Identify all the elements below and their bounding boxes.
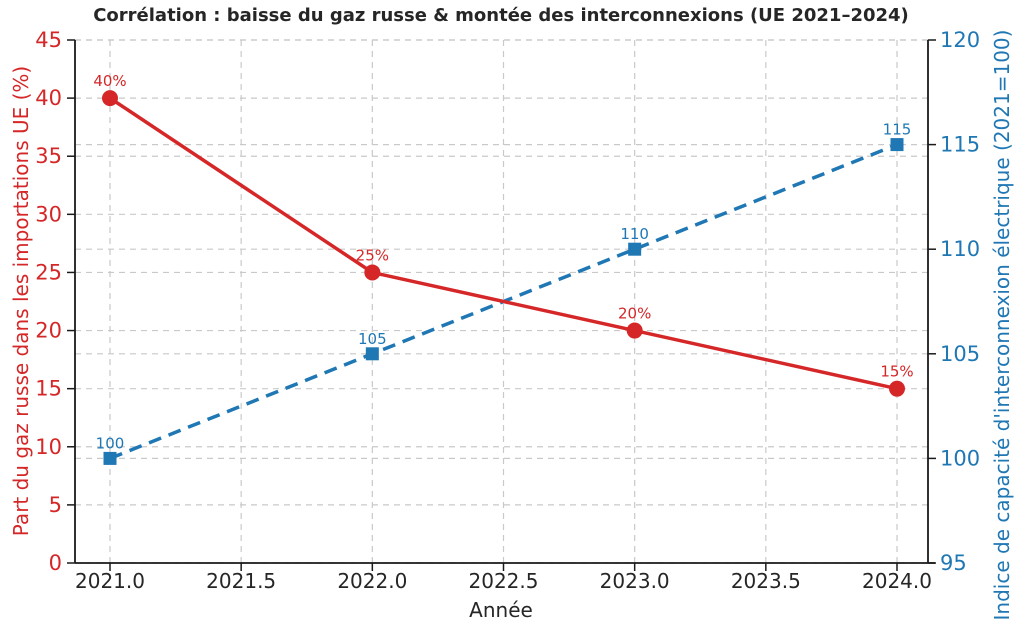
left-tick-label: 30 — [35, 202, 62, 226]
x-tick-label: 2022.5 — [469, 569, 539, 593]
x-tick-label: 2024.0 — [862, 569, 932, 593]
right-tick-label: 105 — [940, 342, 980, 366]
data-point-label: 40% — [93, 72, 126, 90]
data-point-marker — [364, 264, 381, 281]
data-point-marker — [626, 322, 643, 339]
data-point-marker — [102, 90, 118, 107]
data-point-label: 100 — [96, 434, 125, 452]
left-axis-label: Part du gaz russe dans les importations … — [9, 65, 33, 537]
right-axis-label: Indice de capacité d'interconnexion élec… — [990, 29, 1014, 621]
x-tick-label: 2022.0 — [337, 569, 407, 593]
left-tick-label: 10 — [35, 435, 62, 459]
data-point-label: 115 — [883, 121, 912, 139]
left-tick-label: 25 — [35, 260, 62, 284]
x-tick-label: 2023.0 — [600, 569, 670, 593]
x-tick-label: 2023.5 — [731, 569, 801, 593]
left-tick-label: 0 — [49, 551, 62, 575]
data-point-marker — [889, 380, 905, 397]
left-tick-label: 45 — [35, 28, 62, 52]
left-tick-label: 40 — [35, 86, 62, 110]
data-point-label: 25% — [356, 246, 389, 264]
x-tick-label: 2021.5 — [206, 569, 276, 593]
right-tick-label: 120 — [940, 28, 980, 52]
chart-title: Corrélation : baisse du gaz russe & mont… — [93, 5, 909, 26]
right-tick-label: 95 — [940, 551, 967, 575]
series-line — [109, 96, 898, 391]
right-tick-label: 100 — [940, 446, 980, 470]
right-tick-label: 110 — [940, 237, 980, 261]
data-point-label: 110 — [620, 225, 649, 243]
data-point-marker — [103, 451, 117, 465]
right-tick-label: 115 — [940, 133, 980, 157]
x-tick-label: 2021.0 — [75, 569, 145, 593]
data-point-label: 20% — [618, 305, 651, 323]
left-tick-label: 5 — [49, 493, 62, 517]
left-tick-label: 35 — [35, 144, 62, 168]
data-point-label: 15% — [880, 363, 913, 381]
x-axis-label: Année — [469, 598, 533, 622]
left-tick-label: 20 — [35, 319, 62, 343]
data-point-label: 105 — [358, 330, 387, 348]
left-tick-label: 15 — [35, 377, 62, 401]
data-point-marker — [628, 242, 642, 256]
data-point-marker — [365, 347, 379, 361]
data-point-marker — [890, 138, 904, 152]
